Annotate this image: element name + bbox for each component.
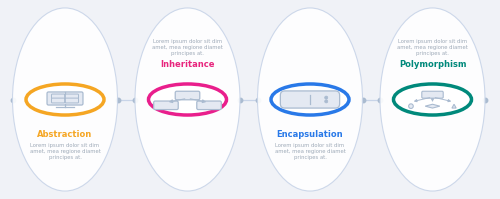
Ellipse shape bbox=[148, 84, 226, 115]
Polygon shape bbox=[425, 104, 440, 108]
Circle shape bbox=[324, 100, 328, 103]
Ellipse shape bbox=[135, 8, 240, 191]
FancyBboxPatch shape bbox=[66, 98, 78, 103]
Text: Polymorphism: Polymorphism bbox=[399, 60, 466, 69]
Text: Lorem ipsum dolor sit dim
amet, mea regione diamet
principes at.: Lorem ipsum dolor sit dim amet, mea regi… bbox=[397, 39, 468, 56]
Text: Abstraction: Abstraction bbox=[38, 130, 92, 139]
FancyBboxPatch shape bbox=[280, 91, 340, 108]
FancyBboxPatch shape bbox=[47, 92, 83, 105]
FancyBboxPatch shape bbox=[52, 98, 64, 103]
Ellipse shape bbox=[12, 8, 118, 191]
Ellipse shape bbox=[271, 84, 349, 115]
Ellipse shape bbox=[380, 8, 485, 191]
Polygon shape bbox=[452, 104, 456, 108]
FancyBboxPatch shape bbox=[52, 94, 64, 99]
FancyBboxPatch shape bbox=[422, 91, 443, 98]
Ellipse shape bbox=[258, 8, 362, 191]
Circle shape bbox=[408, 104, 414, 108]
Text: Encapsulation: Encapsulation bbox=[276, 130, 344, 139]
Text: Inheritance: Inheritance bbox=[160, 60, 215, 69]
FancyBboxPatch shape bbox=[66, 94, 78, 99]
FancyBboxPatch shape bbox=[197, 101, 222, 110]
Text: Lorem ipsum dolor sit dim
amet, mea regione diamet
principes at.: Lorem ipsum dolor sit dim amet, mea regi… bbox=[30, 143, 101, 160]
Ellipse shape bbox=[26, 84, 104, 115]
FancyBboxPatch shape bbox=[175, 91, 200, 100]
Text: Lorem ipsum dolor sit dim
amet, mea regione diamet
principes at.: Lorem ipsum dolor sit dim amet, mea regi… bbox=[274, 143, 345, 160]
FancyBboxPatch shape bbox=[154, 101, 178, 110]
Ellipse shape bbox=[394, 84, 471, 115]
Circle shape bbox=[324, 96, 328, 99]
Text: Lorem ipsum dolor sit dim
amet, mea regione diamet
principes at.: Lorem ipsum dolor sit dim amet, mea regi… bbox=[152, 39, 223, 56]
